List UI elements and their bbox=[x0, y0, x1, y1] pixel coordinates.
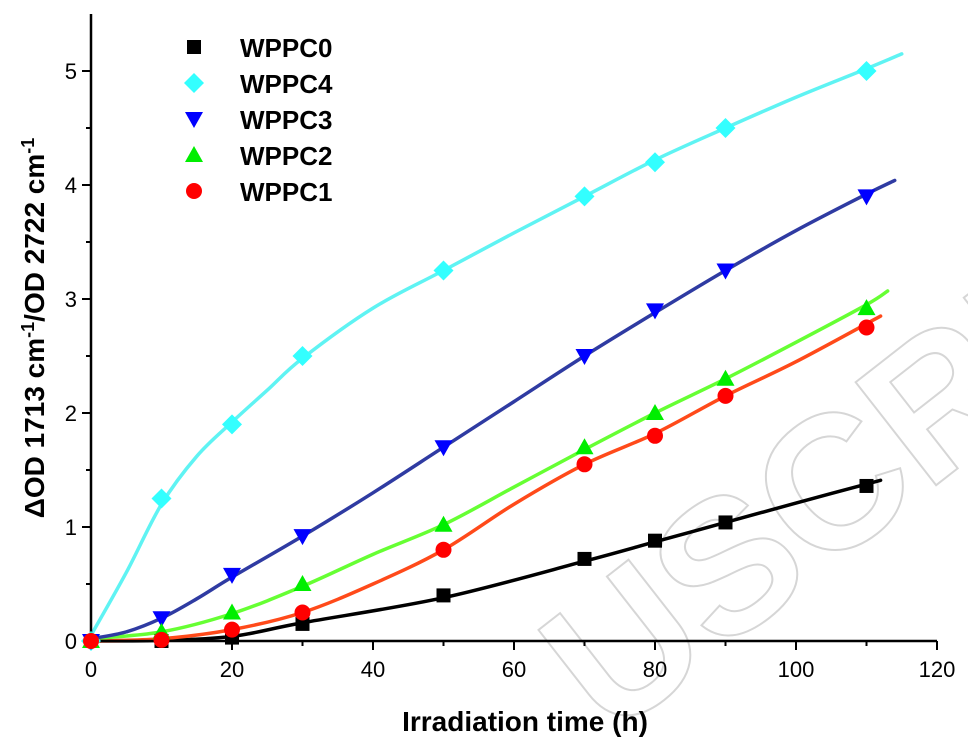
legend-label-wppc1: WPPC1 bbox=[240, 177, 332, 207]
point-wppc4 bbox=[222, 414, 242, 435]
point-wppc1 bbox=[858, 319, 875, 336]
point-wppc1 bbox=[435, 541, 452, 558]
legend-marker-wppc0 bbox=[187, 40, 201, 54]
legend-label-wppc2: WPPC2 bbox=[240, 141, 332, 171]
point-wppc2 bbox=[716, 369, 735, 386]
point-wppc1 bbox=[83, 633, 99, 649]
point-wppc3 bbox=[575, 349, 594, 365]
x-tick-label: 0 bbox=[85, 657, 97, 682]
y-tick-label: 5 bbox=[65, 59, 77, 84]
point-wppc4 bbox=[292, 346, 313, 366]
x-tick-label: 120 bbox=[919, 657, 956, 682]
point-wppc2 bbox=[857, 299, 876, 316]
ticks: 0 20 40 60 80 100 120 0 1 2 3 4 5 bbox=[65, 59, 956, 682]
legend-marker-wppc4 bbox=[184, 73, 204, 93]
point-wppc3 bbox=[646, 303, 664, 320]
point-wppc2 bbox=[293, 575, 312, 591]
legend: WPPC0 WPPC4 WPPC3 WPPC2 WPPC1 bbox=[184, 33, 333, 207]
point-wppc4 bbox=[715, 118, 736, 138]
point-wppc0 bbox=[648, 533, 662, 548]
point-wppc4 bbox=[574, 186, 595, 207]
legend-marker-wppc1 bbox=[186, 183, 202, 199]
point-wppc4 bbox=[856, 61, 877, 81]
point-wppc3 bbox=[152, 611, 171, 628]
point-wppc0 bbox=[718, 515, 733, 530]
point-wppc3 bbox=[223, 567, 241, 584]
point-wppc3 bbox=[293, 529, 312, 546]
y-tick-label: 2 bbox=[65, 401, 77, 426]
watermark: USCRIPT bbox=[504, 91, 968, 740]
point-wppc0 bbox=[859, 478, 874, 493]
x-tick-label: 80 bbox=[643, 657, 667, 682]
point-wppc0 bbox=[295, 616, 310, 631]
legend-label-wppc0: WPPC0 bbox=[240, 33, 332, 63]
fit-line-wppc0 bbox=[89, 478, 883, 643]
y-tick-label: 4 bbox=[65, 173, 77, 198]
y-axis-title: ΔOD 1713 cm-1/OD 2722 cm-1 bbox=[18, 138, 50, 519]
point-wppc2 bbox=[575, 438, 594, 455]
point-wppc1 bbox=[224, 621, 240, 638]
point-wppc2 bbox=[223, 603, 241, 620]
x-tick-label: 100 bbox=[778, 657, 815, 682]
point-wppc1 bbox=[647, 427, 663, 444]
point-wppc1 bbox=[153, 631, 170, 648]
watermark-text: USCRIPT bbox=[505, 92, 968, 740]
point-wppc2 bbox=[646, 404, 664, 420]
fit-line-wppc4 bbox=[89, 52, 904, 638]
point-wppc3 bbox=[434, 440, 453, 457]
point-wppc4 bbox=[645, 152, 665, 173]
x-axis-title: Irradiation time (h) bbox=[402, 706, 648, 737]
point-wppc3 bbox=[716, 263, 735, 280]
point-wppc3 bbox=[857, 189, 876, 206]
legend-marker-wppc3 bbox=[185, 112, 203, 128]
legend-marker-wppc2 bbox=[185, 146, 203, 162]
data-points bbox=[81, 61, 877, 651]
point-wppc0 bbox=[436, 588, 451, 603]
x-tick-label: 40 bbox=[361, 657, 385, 682]
point-wppc1 bbox=[717, 387, 734, 404]
legend-label-wppc4: WPPC4 bbox=[240, 69, 333, 99]
point-wppc4 bbox=[151, 488, 172, 509]
point-wppc0 bbox=[577, 551, 592, 566]
point-wppc1 bbox=[294, 604, 311, 621]
point-wppc2 bbox=[434, 515, 453, 532]
point-wppc4 bbox=[433, 260, 454, 281]
fit-line-wppc3 bbox=[89, 178, 897, 641]
point-wppc1 bbox=[576, 456, 593, 473]
x-tick-label: 60 bbox=[502, 657, 526, 682]
legend-label-wppc3: WPPC3 bbox=[240, 105, 332, 135]
y-tick-label: 1 bbox=[65, 515, 77, 540]
y-tick-label: 3 bbox=[65, 287, 77, 312]
x-tick-label: 20 bbox=[220, 657, 244, 682]
y-tick-label: 0 bbox=[65, 629, 77, 654]
